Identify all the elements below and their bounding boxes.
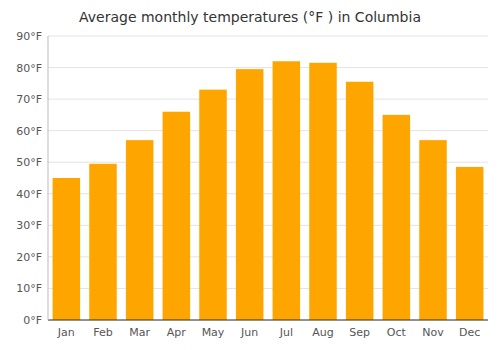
x-tick-label: Aug bbox=[312, 326, 333, 339]
grid-line bbox=[48, 130, 488, 131]
grid-line bbox=[48, 320, 488, 321]
y-tick-label: 30°F bbox=[16, 219, 42, 232]
grid-line bbox=[48, 36, 488, 37]
x-tick-label: Nov bbox=[422, 326, 444, 339]
grid bbox=[48, 36, 488, 320]
bar bbox=[53, 178, 80, 320]
bar bbox=[346, 82, 374, 320]
y-tick-label: 70°F bbox=[16, 93, 42, 106]
y-axis: 0°F 10°F 20°F 30°F 40°F 50°F 60°F 70°F 80°F 90°F bbox=[16, 30, 42, 327]
x-tick-label: Jul bbox=[279, 326, 293, 339]
x-tick-label: May bbox=[202, 326, 225, 339]
y-tick-label: 40°F bbox=[16, 188, 42, 201]
y-tick-label: 90°F bbox=[16, 30, 42, 43]
x-tick-label: Oct bbox=[387, 326, 407, 339]
grid-line bbox=[48, 67, 488, 68]
x-tick-label: Jun bbox=[240, 326, 258, 339]
y-axis-line bbox=[48, 36, 49, 320]
bar bbox=[419, 140, 447, 320]
x-tick-label: Mar bbox=[129, 326, 150, 339]
y-tick-label: 80°F bbox=[16, 62, 42, 75]
bars bbox=[53, 61, 484, 320]
y-tick-label: 50°F bbox=[16, 156, 42, 169]
x-tick-label: Jan bbox=[57, 326, 75, 339]
bar bbox=[126, 140, 153, 320]
bar bbox=[309, 63, 337, 320]
bar bbox=[456, 167, 484, 320]
bar bbox=[89, 164, 117, 320]
y-tick-label: 0°F bbox=[23, 314, 42, 327]
grid-line bbox=[48, 99, 488, 100]
x-axis-line bbox=[48, 320, 488, 321]
y-tick-label: 10°F bbox=[16, 282, 42, 295]
bar bbox=[163, 112, 191, 320]
bar bbox=[273, 61, 301, 320]
bar bbox=[236, 69, 264, 320]
x-tick-label: Apr bbox=[167, 326, 187, 339]
y-tick-label: 20°F bbox=[16, 251, 42, 264]
x-axis: Jan Feb Mar Apr May Jun Jul Aug Sep Oct Nov Dec bbox=[57, 326, 480, 339]
y-tick-label: 60°F bbox=[16, 125, 42, 138]
bar bbox=[383, 115, 411, 320]
x-tick-label: Dec bbox=[459, 326, 480, 339]
bar bbox=[199, 90, 227, 320]
chart-container: 0°F 10°F 20°F 30°F 40°F 50°F 60°F 70°F 80°F 90°F J… bbox=[0, 0, 500, 350]
x-tick-label: Feb bbox=[93, 326, 112, 339]
chart-title: Average monthly temperatures (°F ) in Co… bbox=[79, 9, 421, 25]
chart-svg: 0°F 10°F 20°F 30°F 40°F 50°F 60°F 70°F 80°F 90°F J… bbox=[0, 0, 500, 350]
x-tick-label: Sep bbox=[349, 326, 370, 339]
